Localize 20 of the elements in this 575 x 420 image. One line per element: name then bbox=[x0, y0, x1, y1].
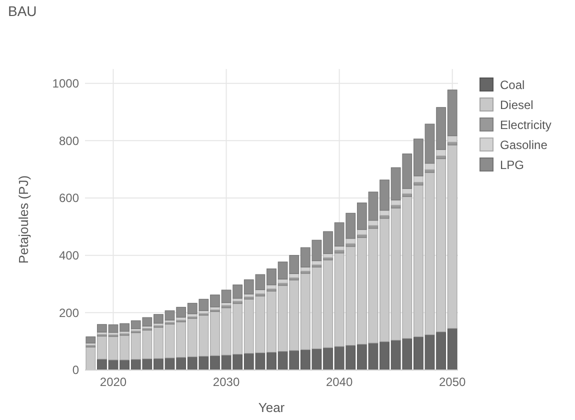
y-tick-label: 800 bbox=[58, 134, 80, 148]
chart-title: BAU bbox=[8, 3, 37, 19]
x-tick-label: 2040 bbox=[326, 375, 353, 389]
y-tick-label: 600 bbox=[58, 191, 80, 206]
y-tick-label: 200 bbox=[58, 306, 80, 320]
legend-label: LPG bbox=[500, 158, 524, 172]
x-tick-label: 2020 bbox=[100, 375, 127, 389]
legend-label: Coal bbox=[500, 78, 525, 92]
bar bbox=[447, 135, 458, 142]
x-tick-label: 2030 bbox=[212, 375, 240, 389]
y-tick-label: 400 bbox=[58, 248, 80, 263]
legend-label: Diesel bbox=[500, 98, 534, 112]
legend-label: Gasoline bbox=[500, 138, 548, 152]
legend-label: Electricity bbox=[500, 118, 552, 132]
bar bbox=[86, 336, 96, 344]
y-tick-label: 0 bbox=[72, 363, 80, 378]
y-axis-title: Petajoules (PJ) bbox=[16, 175, 31, 264]
y-tick-label: 1000 bbox=[52, 76, 80, 91]
x-tick-label: 2050 bbox=[438, 375, 466, 389]
x-axis-title: Year bbox=[258, 400, 286, 415]
